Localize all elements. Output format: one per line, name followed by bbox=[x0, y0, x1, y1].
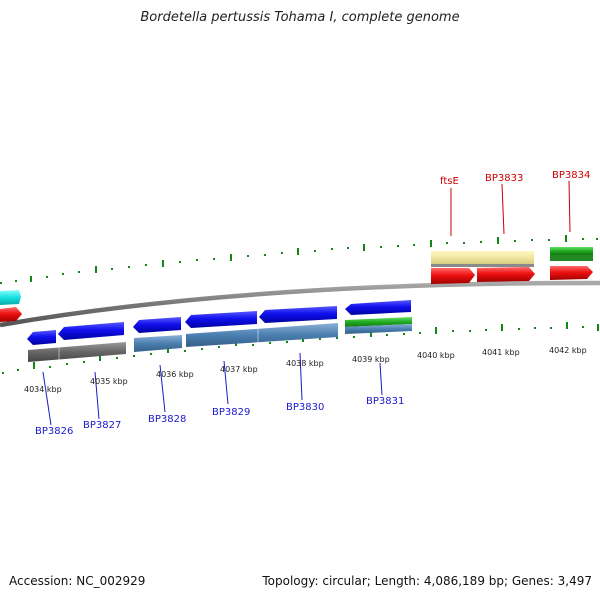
gene-arrow-BP3827 bbox=[58, 322, 124, 340]
gene-arrow-BP3831 bbox=[345, 300, 411, 315]
forward-gene-labels: ftsE BP3833 BP3834 bbox=[440, 170, 590, 187]
genome-backbone bbox=[0, 280, 600, 328]
BP3831-annotation-block bbox=[345, 324, 412, 334]
accession-text: Accession: NC_002929 bbox=[9, 574, 146, 588]
gene-arrow-ftsE bbox=[431, 268, 475, 284]
reverse-strand-features bbox=[27, 300, 412, 362]
ftsE-annotation-bar bbox=[431, 264, 534, 267]
gene-label-BP3831: BP3831 bbox=[366, 396, 404, 407]
gene-label-BP3827: BP3827 bbox=[83, 420, 121, 431]
gene-label-BP3828: BP3828 bbox=[148, 414, 186, 425]
gene-arrow-BP3834 bbox=[550, 266, 593, 280]
gene-arrow-BP3829 bbox=[185, 311, 257, 328]
BP3834-annotation-bar-2 bbox=[550, 255, 593, 261]
gene-arrow-BP3830 bbox=[259, 306, 337, 323]
gene-arrow bbox=[0, 290, 21, 305]
kbp-labels: 4034 kbp 4035 kbp 4036 kbp 4037 kbp 4038… bbox=[24, 346, 587, 394]
gene-arrow-BP3828 bbox=[133, 317, 181, 333]
label-leaders bbox=[42, 180, 571, 426]
gene-arrow-BP3826 bbox=[27, 330, 56, 345]
BP3831-green-annotation-bar bbox=[345, 317, 412, 327]
gene-label-BP3830: BP3830 bbox=[286, 402, 324, 413]
gene-label-BP3829: BP3829 bbox=[212, 407, 250, 418]
kbp-label: 4042 kbp bbox=[549, 346, 587, 355]
kbp-label: 4034 kbp bbox=[24, 385, 62, 394]
kbp-label: 4039 kbp bbox=[352, 355, 390, 364]
kbp-label: 4035 kbp bbox=[90, 377, 128, 386]
ftsE-annotation-block bbox=[431, 251, 534, 264]
BP3829-BP3830-annotation-block bbox=[186, 323, 338, 347]
gene-arrow-BP3833 bbox=[477, 267, 535, 282]
kbp-label: 4041 kbp bbox=[482, 348, 520, 357]
gene-label-BP3833: BP3833 bbox=[485, 173, 523, 184]
gene-arrow bbox=[0, 307, 22, 322]
upper-tick-ring bbox=[0, 235, 598, 284]
reverse-gene-labels: BP3826 BP3827 BP3828 BP3829 BP3830 BP383… bbox=[35, 396, 404, 437]
kbp-label: 4036 kbp bbox=[156, 370, 194, 379]
genome-title: Bordetella pertussis Tohama I, complete … bbox=[140, 10, 460, 25]
BP3828-annotation-block bbox=[134, 335, 182, 352]
forward-strand-features bbox=[0, 247, 593, 322]
gene-label-ftsE: ftsE bbox=[440, 176, 459, 187]
kbp-label: 4038 kbp bbox=[286, 359, 324, 368]
kbp-label: 4037 kbp bbox=[220, 365, 258, 374]
genome-summary-text: Topology: circular; Length: 4,086,189 bp… bbox=[262, 574, 592, 588]
BP3826-BP3827-annotation-block bbox=[28, 342, 126, 362]
BP3834-annotation-bar bbox=[550, 247, 593, 255]
kbp-label: 4040 kbp bbox=[417, 351, 455, 360]
gene-label-BP3834: BP3834 bbox=[552, 170, 590, 181]
gene-label-BP3826: BP3826 bbox=[35, 426, 73, 437]
